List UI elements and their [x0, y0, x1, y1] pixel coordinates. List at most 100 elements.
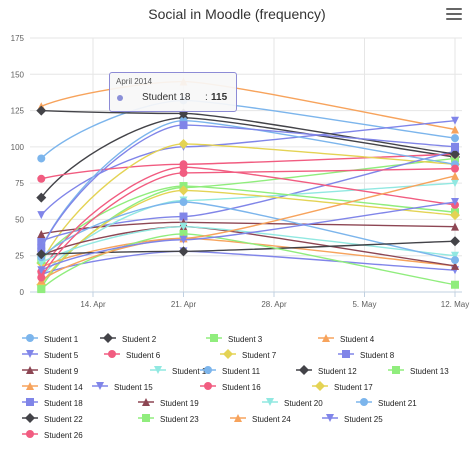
legend-marker-icon — [22, 366, 38, 374]
data-point — [37, 273, 46, 282]
series-line — [40, 120, 456, 249]
series-18 — [37, 121, 459, 253]
legend-marker — [392, 366, 400, 374]
data-point — [179, 229, 188, 238]
data-point — [451, 179, 459, 188]
series-25 — [37, 198, 459, 275]
legend-marker-icon — [338, 350, 354, 358]
legend-marker — [266, 398, 274, 406]
data-point — [179, 198, 188, 207]
series-21 — [37, 198, 459, 265]
y-tick-label: 50 — [15, 215, 24, 224]
legend-label: Student 22 — [44, 415, 83, 424]
series-line — [41, 240, 456, 255]
data-point — [451, 125, 459, 134]
data-point — [37, 229, 46, 238]
legend-marker — [234, 414, 242, 422]
series-20 — [37, 222, 459, 267]
legend-marker-icon — [104, 350, 120, 358]
data-point — [179, 163, 188, 172]
series-26 — [37, 164, 459, 282]
x-tick-label: 14. Apr — [80, 300, 106, 309]
legend-label: Student 5 — [44, 351, 79, 360]
legend-marker — [142, 414, 150, 422]
x-tick-label: 21. Apr — [171, 300, 197, 309]
legend-marker-icon — [22, 350, 38, 358]
legend-marker-icon — [318, 334, 334, 342]
tooltip-series-dot-icon — [117, 95, 123, 101]
legend-marker — [204, 382, 212, 390]
legend-marker-icon — [296, 365, 312, 375]
data-point — [450, 149, 460, 160]
legend-marker-icon — [100, 333, 116, 343]
y-tick-label: 0 — [20, 288, 25, 297]
legend-marker — [210, 334, 218, 342]
series-5 — [37, 116, 459, 220]
legend-marker — [26, 430, 34, 438]
legend-label: Student 10 — [172, 367, 211, 376]
legend-marker-icon — [92, 382, 108, 390]
legend-label: Student 19 — [160, 399, 199, 408]
legend-marker — [96, 382, 104, 390]
legend-marker-icon — [262, 398, 278, 406]
data-point — [37, 285, 46, 294]
legend-label: Student 26 — [44, 431, 83, 440]
y-tick-label: 125 — [11, 107, 25, 116]
legend-label: Student 4 — [340, 335, 375, 344]
legend-label: Student 15 — [114, 383, 153, 392]
legend-marker — [26, 366, 34, 374]
legend-label: Student 11 — [222, 367, 261, 376]
y-tick-label: 25 — [15, 252, 24, 261]
legend-label: Student 24 — [252, 415, 291, 424]
legend-label: Student 25 — [344, 415, 383, 424]
chart-title: Social in Moodle (frequency) — [148, 6, 326, 22]
legend-label: Student 7 — [242, 351, 277, 360]
y-tick-label: 150 — [11, 70, 25, 79]
y-tick-label: 100 — [11, 143, 25, 152]
data-point — [36, 105, 47, 116]
legend-label: Student 6 — [126, 351, 161, 360]
data-point — [178, 185, 189, 196]
legend-marker — [360, 398, 368, 406]
data-point — [37, 237, 46, 246]
chart-tooltip: April 2014 Student 18 : 115 — [109, 72, 237, 112]
data-point — [179, 235, 188, 244]
tooltip-value: 115 — [211, 92, 228, 103]
series-23 — [37, 229, 459, 294]
chart-plot-area: 0 25 50 75 100 125 150 175 14. Apr 21. Apr 28. Apr… — [11, 34, 470, 309]
series-22 — [36, 236, 460, 260]
data-point — [450, 236, 460, 247]
data-point — [179, 168, 188, 177]
series-line — [40, 182, 456, 278]
legend-marker — [25, 413, 35, 423]
data-point — [451, 251, 459, 260]
series-12 — [36, 105, 460, 160]
legend-marker-icon — [22, 413, 38, 423]
legend-label: Student 21 — [378, 399, 417, 408]
chart-series — [36, 77, 460, 294]
data-point — [450, 210, 460, 221]
legend-marker — [26, 382, 34, 390]
legend-marker-icon — [200, 382, 216, 390]
legend-marker-icon — [388, 366, 404, 374]
legend-label: Student 17 — [334, 383, 373, 392]
legend-label: Student 13 — [410, 367, 449, 376]
legend-marker — [103, 333, 113, 343]
legend-marker — [315, 381, 325, 391]
legend-marker — [342, 350, 350, 358]
y-tick-label: 75 — [15, 179, 24, 188]
legend-marker-icon — [206, 334, 222, 342]
legend-marker — [154, 366, 162, 374]
data-point — [451, 280, 459, 289]
data-point — [451, 171, 459, 180]
legend-marker-icon — [22, 430, 38, 438]
data-point — [37, 174, 46, 183]
series-line — [41, 153, 456, 180]
tooltip-series-name: Student 18 — [142, 92, 191, 103]
series-line — [41, 80, 456, 131]
series-line — [40, 201, 456, 271]
x-tick-label: 5. May — [352, 300, 376, 309]
data-point — [451, 164, 459, 173]
hamburger-menu-icon[interactable] — [446, 8, 462, 22]
chart-axes: 0 25 50 75 100 125 150 175 14. Apr 21. Apr 28. Apr… — [11, 34, 470, 309]
